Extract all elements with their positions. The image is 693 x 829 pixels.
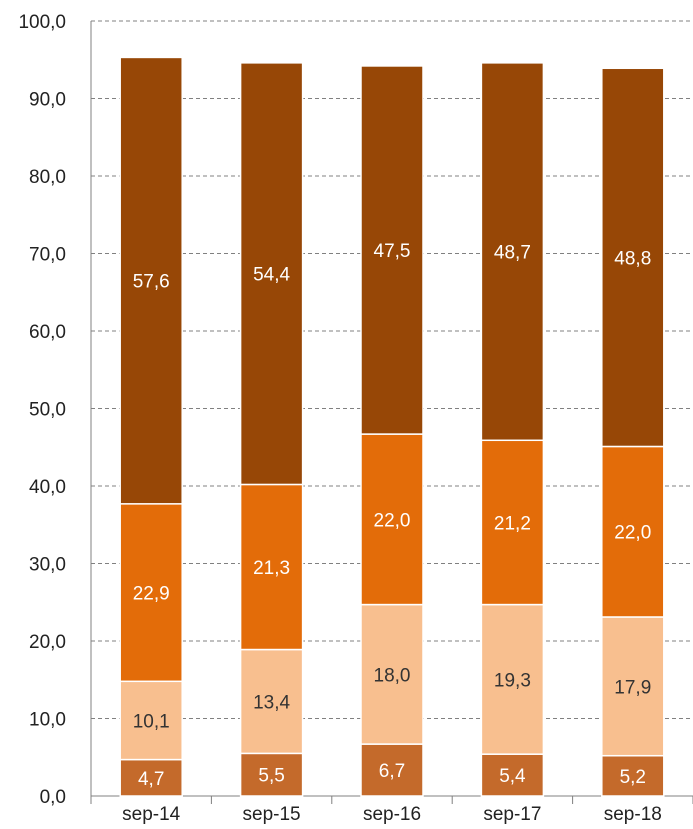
bar-segment	[480, 753, 545, 797]
bar-segment	[601, 754, 665, 797]
bar-segment	[239, 648, 304, 755]
data-label: 19,3	[494, 670, 531, 691]
data-label: 21,2	[494, 513, 531, 534]
data-label: 47,5	[374, 241, 411, 262]
bar-segment	[480, 603, 545, 755]
data-label: 22,0	[374, 510, 411, 531]
data-label: 5,4	[499, 766, 526, 787]
data-label: 5,5	[258, 766, 284, 787]
bar-segment	[239, 483, 304, 651]
y-tick-label: 70,0	[29, 245, 66, 266]
data-label: 13,4	[253, 692, 290, 713]
data-label: 17,9	[614, 677, 651, 698]
y-tick-label: 0,0	[40, 787, 66, 808]
x-tick-label: sep-14	[122, 804, 181, 825]
data-label: 22,0	[614, 523, 651, 544]
bar-segment	[601, 67, 665, 448]
x-tick-labels: sep-14 sep-15 sep-16 sep-17 sep-18	[122, 804, 662, 825]
bar-segment	[360, 433, 424, 606]
bar-segment	[360, 603, 424, 745]
data-label: 4,7	[138, 769, 164, 790]
x-tick-label: sep-15	[243, 804, 301, 825]
data-label: 48,8	[614, 248, 651, 269]
y-tick-label: 20,0	[29, 632, 66, 653]
data-label: 10,1	[133, 711, 170, 732]
y-tick-label: 50,0	[29, 400, 66, 421]
y-tick-label: 60,0	[29, 322, 66, 343]
y-tick-label: 100,0	[18, 12, 66, 33]
y-tick-label: 90,0	[29, 90, 66, 111]
data-label: 18,0	[374, 665, 411, 686]
y-tick-label: 80,0	[29, 167, 66, 188]
data-label: 48,7	[494, 243, 531, 264]
bar-segment	[480, 62, 545, 442]
data-label: 22,9	[133, 584, 170, 605]
data-labels: 4,7 10,1 22,9 57,6 5,5 13,4 21,3 54,4 6,7 18,0 22,…	[133, 241, 652, 790]
x-tick-label: sep-18	[604, 804, 662, 825]
bar-segment	[119, 56, 183, 505]
y-tick-label: 10,0	[29, 710, 66, 731]
y-tick-labels: 0,0 10,0 20,0 30,0 40,0 50,0 60,0 70,0 80,0 90,0 1…	[18, 12, 66, 808]
y-tick-label: 30,0	[29, 555, 66, 576]
x-tick-label: sep-16	[363, 804, 421, 825]
x-tick-label: sep-17	[483, 804, 541, 825]
data-label: 6,7	[379, 761, 405, 782]
bars	[119, 56, 665, 797]
data-label: 54,4	[253, 265, 290, 286]
bar-segment	[360, 65, 424, 435]
bar-segment	[239, 62, 304, 486]
y-tick-label: 40,0	[29, 477, 66, 498]
data-label: 5,2	[620, 767, 646, 788]
bar-segment	[601, 445, 665, 618]
bar-segment	[480, 439, 545, 606]
data-label: 21,3	[253, 558, 290, 579]
bar-segment	[601, 616, 665, 757]
data-label: 57,6	[133, 272, 170, 293]
